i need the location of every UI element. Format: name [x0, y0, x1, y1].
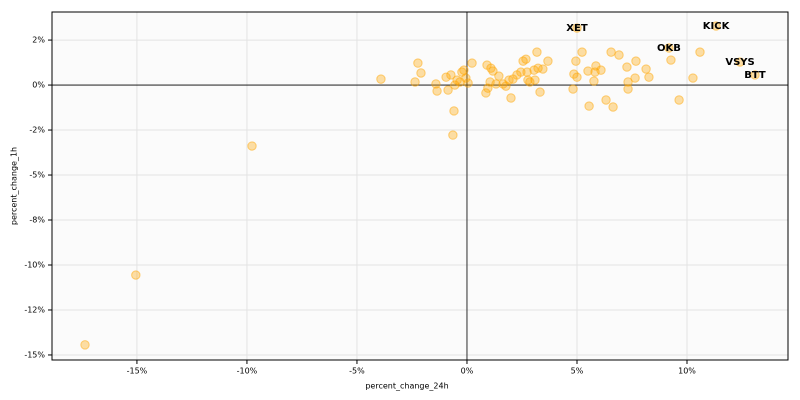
point	[577, 47, 587, 57]
y-tick-label: -12%	[24, 305, 45, 314]
point	[80, 340, 90, 350]
annotation: KICK	[703, 21, 731, 32]
point	[488, 66, 498, 76]
point	[666, 55, 676, 65]
annotation: VSYS	[725, 57, 754, 68]
annotation: BTT	[744, 70, 766, 81]
point	[131, 270, 141, 280]
point	[623, 77, 633, 87]
point	[630, 73, 640, 83]
point	[631, 56, 641, 66]
point	[584, 101, 594, 111]
point	[622, 62, 632, 72]
point	[413, 58, 423, 68]
y-tick-label: -5%	[29, 171, 45, 180]
point	[432, 86, 442, 96]
point	[641, 64, 651, 74]
point	[623, 84, 633, 94]
point	[449, 106, 459, 116]
point	[538, 64, 548, 74]
point	[521, 54, 531, 64]
annotation: OKB	[657, 43, 681, 54]
point	[535, 87, 545, 97]
point	[606, 47, 616, 57]
point	[446, 70, 456, 80]
point	[441, 72, 451, 82]
point	[614, 50, 624, 60]
point	[571, 56, 581, 66]
point	[608, 102, 618, 112]
point	[735, 57, 745, 67]
x-tick-label: -5%	[349, 367, 365, 376]
x-tick-label: -10%	[237, 367, 258, 376]
point	[543, 56, 553, 66]
point	[506, 93, 516, 103]
point	[572, 72, 582, 82]
point	[596, 65, 606, 75]
plot-background	[52, 12, 788, 360]
x-axis-label: percent_change_24h	[365, 382, 448, 391]
point	[674, 95, 684, 105]
x-tick-label: 0%	[461, 367, 474, 376]
point	[530, 75, 540, 85]
point	[481, 88, 491, 98]
y-tick-label: -8%	[29, 216, 45, 225]
point	[568, 84, 578, 94]
y-tick-label: -15%	[24, 350, 45, 359]
y-tick-label: -10%	[24, 260, 45, 269]
point	[644, 72, 654, 82]
point	[601, 95, 611, 105]
point	[443, 85, 453, 95]
point	[448, 130, 458, 140]
point	[467, 58, 477, 68]
point	[583, 66, 593, 76]
point	[664, 43, 674, 53]
x-tick-label: 5%	[571, 367, 584, 376]
y-axis-label: percent_change_1h	[10, 147, 19, 225]
point	[572, 23, 582, 33]
annotation: XET	[566, 23, 588, 34]
point	[711, 21, 721, 31]
point	[463, 78, 473, 88]
x-tick-label: -15%	[127, 367, 148, 376]
point	[410, 77, 420, 87]
point	[376, 74, 386, 84]
point	[450, 80, 460, 90]
y-tick-label: 0%	[32, 81, 45, 90]
point	[416, 68, 426, 78]
point	[459, 65, 469, 75]
point	[532, 47, 542, 57]
point	[461, 73, 471, 83]
point	[589, 76, 599, 86]
y-tick-label: -2%	[29, 126, 45, 135]
point	[695, 47, 705, 57]
y-tick-label: 2%	[32, 36, 45, 45]
point	[750, 70, 760, 80]
point	[494, 71, 504, 81]
point	[525, 77, 535, 87]
point	[247, 141, 257, 151]
x-tick-label: 10%	[678, 367, 696, 376]
point	[431, 79, 441, 89]
point	[688, 73, 698, 83]
plot-frame	[51, 11, 789, 361]
